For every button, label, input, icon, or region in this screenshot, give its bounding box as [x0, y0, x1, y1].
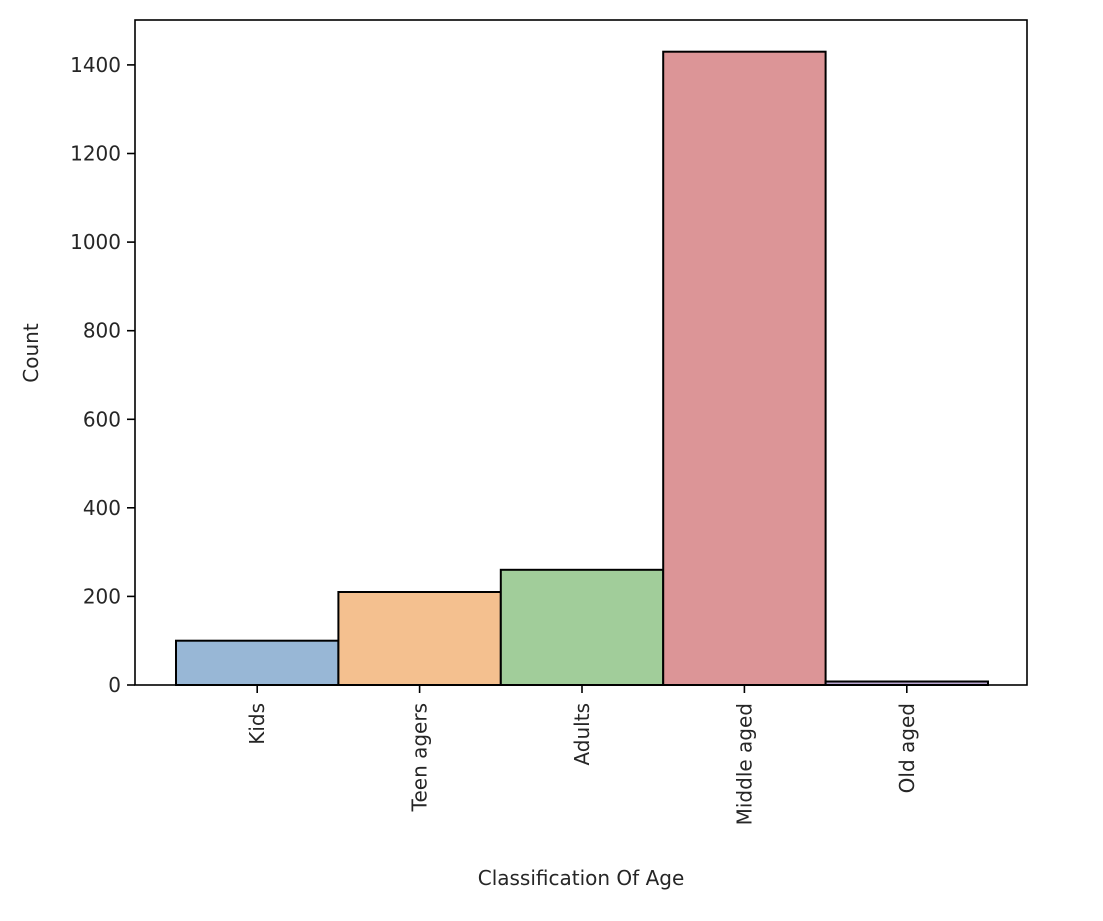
y-tick-label-200: 200 [83, 584, 121, 608]
bar-kids [175, 639, 340, 687]
y-axis-label: Count [19, 323, 43, 383]
y-axis-ticks: 0 200 400 600 800 1000 1200 1400 [70, 53, 135, 697]
bar-middle-aged [662, 50, 827, 686]
y-tick-label-1400: 1400 [70, 53, 121, 77]
x-tick-label-kids: Kids [245, 703, 269, 745]
x-tick-label-old-aged: Old aged [895, 703, 919, 793]
plot-frame [134, 19, 1028, 686]
bar-adults [499, 568, 665, 686]
y-tick-label-800: 800 [83, 319, 121, 343]
bar-teen-agers [337, 591, 502, 686]
x-axis-label: Classification Of Age [478, 866, 685, 890]
y-tick-label-1000: 1000 [70, 230, 121, 254]
y-tick-label-0: 0 [108, 673, 121, 697]
y-tick-label-1200: 1200 [70, 142, 121, 166]
x-axis-ticks: Kids Teen agers Adults Middle aged Old aged [245, 685, 919, 825]
y-tick-label-400: 400 [83, 496, 121, 520]
x-tick-label-teen-agers: Teen agers [408, 703, 432, 812]
y-tick-label-600: 600 [83, 407, 121, 431]
x-tick-label-adults: Adults [570, 703, 594, 766]
x-tick-label-middle-aged: Middle aged [732, 703, 756, 825]
bars-group [175, 50, 989, 687]
